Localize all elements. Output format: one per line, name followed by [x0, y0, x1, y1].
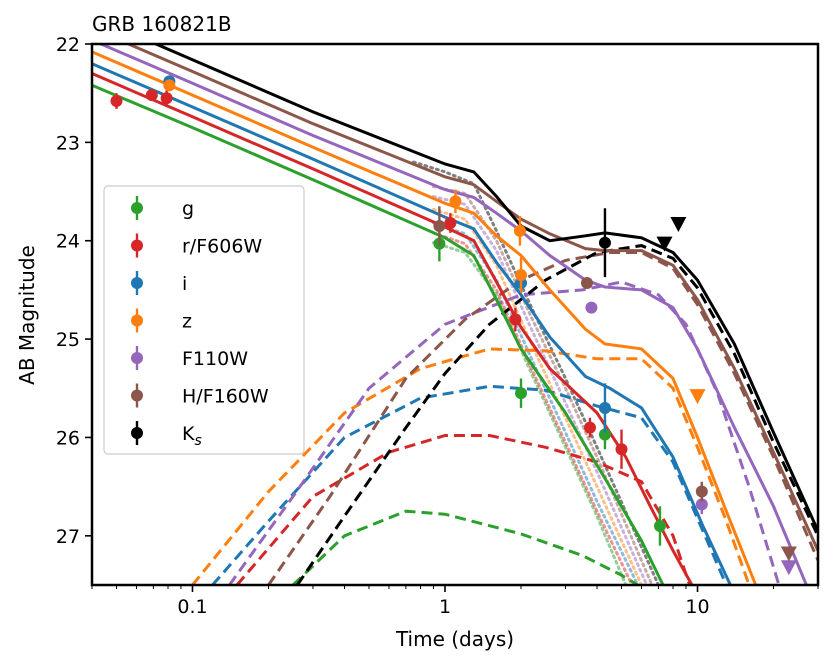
afterglow-model-g	[431, 241, 628, 585]
total-model-z	[92, 50, 758, 585]
total-model-g	[92, 83, 665, 585]
data-point-z	[449, 195, 462, 208]
upper-limit-ks	[670, 217, 687, 233]
data-point-h-f160w	[433, 219, 446, 232]
legend: g r/F606W iz F110W H/F160W Ks	[103, 185, 305, 455]
data-point-g	[598, 428, 611, 441]
y-tick-label: 23	[56, 132, 80, 154]
legend-label: g	[182, 198, 194, 220]
data-point-z	[513, 224, 526, 237]
upper-limit-z	[689, 389, 706, 405]
total-model-ks	[152, 44, 818, 532]
legend-entry-r-f606w: r/F606W	[131, 233, 262, 258]
legend-entry-z: z	[131, 308, 192, 333]
legend-marker	[131, 314, 143, 327]
afterglow-model-ks	[412, 160, 660, 585]
x-tick-label: 1	[439, 596, 451, 618]
kilonova-model-g	[291, 509, 639, 585]
model-lines	[92, 44, 818, 585]
y-tick-label: 22	[56, 34, 80, 56]
kilonova-model-r-f606w	[235, 434, 692, 585]
data-point-r-f606w	[583, 421, 596, 434]
legend-entry-g: g	[131, 196, 194, 220]
data-point-z	[163, 79, 176, 92]
y-tick-label: 27	[56, 526, 80, 548]
afterglow-model-f110w	[431, 195, 649, 585]
data-point-h-f160w	[580, 277, 593, 290]
data-point-g	[653, 519, 666, 532]
data-point-r-f606w	[160, 92, 173, 105]
data-point-i	[598, 401, 611, 414]
legend-marker	[131, 427, 143, 439]
data-point-r-f606w	[509, 313, 522, 326]
y-tick-label: 24	[56, 231, 80, 253]
data-point-ks	[598, 236, 611, 249]
legend-entry-ks: Ks	[131, 421, 202, 449]
upper-limit-h-f160w	[780, 546, 797, 562]
total-model-i	[92, 62, 732, 585]
data-point-r-f606w	[145, 89, 158, 102]
y-axis-label: AB Magnitude	[15, 245, 39, 385]
legend-label: F110W	[182, 348, 248, 370]
legend-label: r/F606W	[182, 236, 262, 258]
data-point-f110w	[695, 498, 708, 511]
y-tick-label: 25	[56, 329, 80, 351]
total-model-h-f160w	[124, 44, 818, 552]
data-point-h-f160w	[695, 485, 708, 498]
legend-entry-h-f160w: H/F160W	[131, 383, 269, 408]
legend-marker	[131, 277, 143, 289]
upper-limit-ks	[656, 236, 673, 252]
kilonova-model-ks	[296, 244, 818, 585]
data-points	[110, 75, 797, 576]
legend-label: i	[182, 273, 187, 295]
y-tick-label: 26	[56, 427, 80, 449]
legend-marker	[131, 389, 143, 402]
legend-box	[103, 185, 305, 455]
legend-label: z	[182, 311, 192, 333]
legend-label: Ks	[182, 423, 202, 449]
plot-frame	[90, 42, 820, 587]
x-tick-label: 10	[685, 596, 709, 618]
upper-limit-f110w	[780, 560, 797, 576]
legend-label: H/F160W	[182, 386, 269, 408]
data-point-r-f606w	[444, 217, 457, 230]
data-point-r-f606w	[110, 95, 123, 108]
data-point-g	[515, 387, 528, 400]
total-model-r-f606w	[92, 72, 694, 585]
chart-title: GRB 160821B	[92, 12, 232, 36]
kilonova-model-z	[191, 347, 751, 585]
legend-entry-f110w: F110W	[131, 346, 248, 370]
x-tick-label: 0.1	[177, 596, 207, 618]
total-model-f110w	[97, 44, 808, 585]
legend-marker	[131, 352, 143, 364]
data-point-f110w	[585, 301, 598, 314]
kilonova-model-h-f160w	[267, 251, 818, 585]
kilonova-model-i	[211, 384, 728, 585]
legend-marker	[131, 202, 143, 214]
x-axis-label: Time (days)	[395, 627, 514, 651]
data-point-r-f606w	[615, 443, 628, 456]
legend-marker	[131, 239, 143, 252]
afterglow-model-r-f606w	[431, 231, 634, 585]
afterglow-model-i	[431, 221, 640, 585]
data-point-z	[515, 269, 528, 282]
axes: 22 23 24 25 26 27 0.1 1 10	[56, 34, 820, 618]
legend-entry-i: i	[131, 271, 187, 295]
